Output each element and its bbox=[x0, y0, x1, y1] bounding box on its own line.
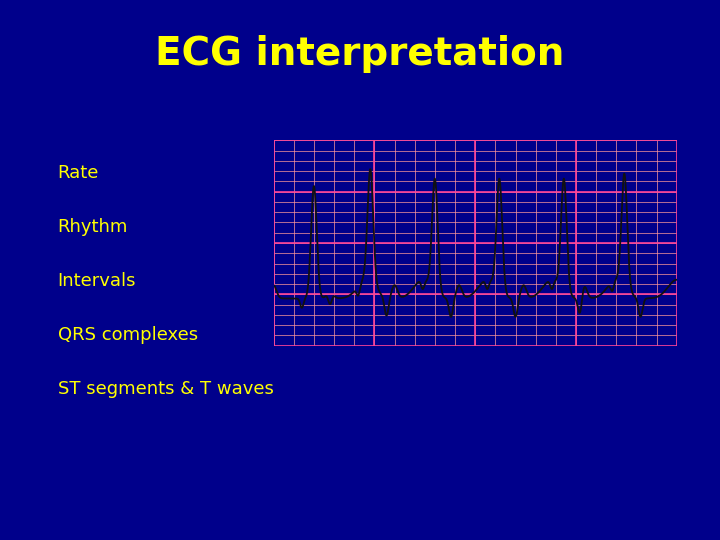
Text: Rhythm: Rhythm bbox=[58, 218, 128, 236]
Text: ECG interpretation: ECG interpretation bbox=[156, 35, 564, 73]
Text: Intervals: Intervals bbox=[58, 272, 136, 290]
Text: Rate: Rate bbox=[58, 164, 99, 182]
Text: QRS complexes: QRS complexes bbox=[58, 326, 198, 344]
Text: ST segments & T waves: ST segments & T waves bbox=[58, 380, 274, 398]
